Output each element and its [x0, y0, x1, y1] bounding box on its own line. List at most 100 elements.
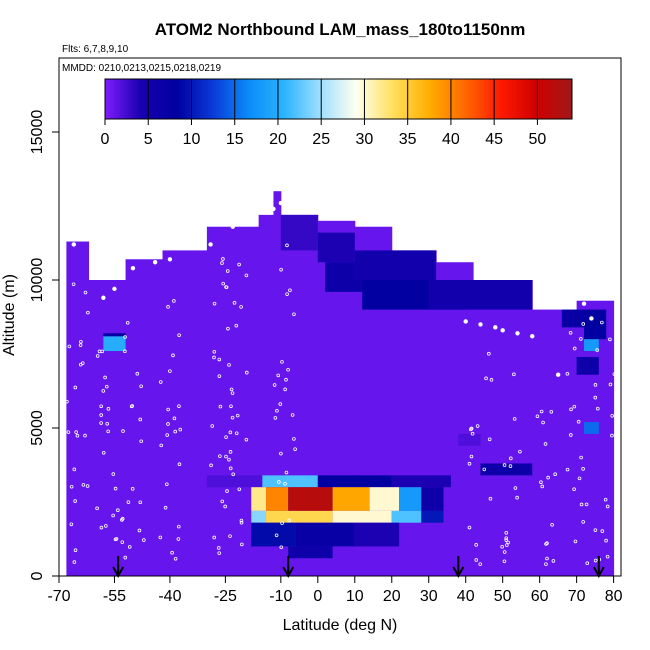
profile-point	[212, 301, 217, 306]
profile-point	[593, 558, 598, 563]
profile-point	[83, 433, 87, 438]
profile-point	[581, 520, 585, 524]
profile-point	[170, 550, 174, 555]
profile-point	[123, 555, 128, 560]
profile-point	[121, 429, 125, 433]
vertical-profile-7	[467, 351, 494, 566]
heatmap-cell-15	[206, 475, 263, 488]
profile-point	[581, 322, 586, 326]
heatmap-cell-32	[295, 522, 355, 547]
profile-point	[130, 404, 135, 408]
coverage-cell-13	[532, 309, 578, 576]
profile-point	[101, 450, 106, 455]
profile-point	[482, 467, 487, 472]
profile-point	[283, 387, 287, 392]
profile-point	[67, 344, 72, 349]
coverage-cell-2	[125, 259, 164, 576]
profile-point	[210, 424, 215, 428]
vertical-profile-4	[209, 257, 235, 555]
colorbar-tick-8: 40	[442, 79, 460, 148]
profile-point	[610, 414, 615, 418]
profile-point	[79, 339, 83, 344]
profile-point	[115, 264, 120, 269]
flight-track-point-18	[530, 334, 535, 339]
profile-point	[610, 433, 614, 438]
profile-point	[285, 292, 289, 296]
x-tick-5: 0	[313, 576, 322, 605]
profile-point	[244, 437, 249, 442]
flight-track-point-22	[589, 316, 594, 321]
x-tick-10: 50	[494, 576, 512, 605]
vertical-profile-1	[65, 282, 90, 564]
profile-point	[502, 550, 507, 554]
heatmap-cell-25	[421, 487, 444, 511]
profile-point	[142, 538, 146, 542]
profile-point	[283, 481, 287, 486]
profile-point	[487, 351, 491, 356]
profile-point	[573, 539, 578, 544]
profile-point	[234, 431, 239, 436]
profile-point	[244, 273, 249, 278]
profile-point	[217, 551, 222, 555]
profile-point	[488, 496, 493, 501]
profile-point	[276, 373, 281, 378]
profile-point	[593, 395, 598, 400]
colorbar-tick-4: 20	[269, 79, 287, 148]
heatmap-cell-8	[561, 309, 585, 328]
profile-point	[113, 486, 118, 491]
vertical-profile-9	[535, 409, 557, 566]
vertical-profile-3	[158, 299, 183, 561]
x-tick-label: -10	[269, 588, 292, 605]
heatmap-cell-28	[332, 510, 392, 523]
colorbar-tick-label: 50	[529, 131, 547, 148]
profile-point	[293, 447, 297, 451]
profile-point	[292, 437, 296, 441]
profile-point	[612, 372, 617, 376]
profile-point	[581, 467, 585, 471]
heatmap-cell-27	[266, 510, 333, 523]
profile-point	[178, 427, 183, 432]
flight-track-point-13	[463, 319, 468, 324]
x-tick-label: 60	[531, 588, 549, 605]
colorbar-tick-label: 45	[485, 131, 503, 148]
profile-point	[565, 371, 570, 376]
profile-point	[509, 456, 513, 461]
profile-point	[274, 533, 279, 538]
y-tick-label: 0	[29, 571, 46, 580]
coverage-cell-3	[162, 250, 208, 576]
profile-point	[279, 267, 283, 272]
profile-point	[292, 312, 296, 317]
profile-point	[546, 475, 550, 480]
profile-point	[225, 489, 229, 493]
profile-point	[539, 409, 544, 414]
y-tick-0: 0	[29, 571, 59, 580]
flight-track-point-21	[581, 301, 587, 306]
colorbar-ticks: 0 5 10 15 20 25 30 35 40 45 50	[101, 79, 547, 148]
profile-point	[173, 429, 178, 434]
profile-point	[74, 430, 78, 434]
x-axis: -70 -55 -40 -25 -10 0 10 20 30 40 50 60 70 80	[47, 576, 623, 605]
x-tick-4: -10	[269, 576, 293, 605]
chart-title: ATOM2 Northbound LAM_mass_180to1150nm	[155, 20, 526, 39]
profile-point	[288, 288, 292, 293]
profile-point	[225, 269, 230, 273]
profile-point	[469, 454, 474, 459]
profile-point	[138, 417, 143, 422]
heatmap-cell-17	[317, 475, 392, 488]
chart-subtitle-flights: Flts: 6,7,8,9,10	[62, 44, 129, 55]
profile-point	[177, 462, 182, 467]
heatmap-cell-7	[428, 280, 533, 310]
x-tick-9: 40	[457, 576, 475, 605]
x-tick-7: 20	[383, 576, 401, 605]
profile-point	[500, 544, 504, 549]
profile-point	[539, 480, 543, 485]
colorbar-tick-5: 25	[312, 79, 330, 148]
colorbar-tick-6: 30	[356, 79, 373, 148]
heatmap-cell-34	[288, 546, 333, 559]
profile-point	[120, 518, 124, 522]
flight-track-point-1	[78, 233, 84, 238]
profile-point	[224, 435, 228, 439]
profile-point	[158, 535, 163, 540]
chart-subtitle-dates: MMDD: 0210,0213,0215,0218,0219	[62, 63, 221, 74]
profile-point	[71, 282, 76, 287]
